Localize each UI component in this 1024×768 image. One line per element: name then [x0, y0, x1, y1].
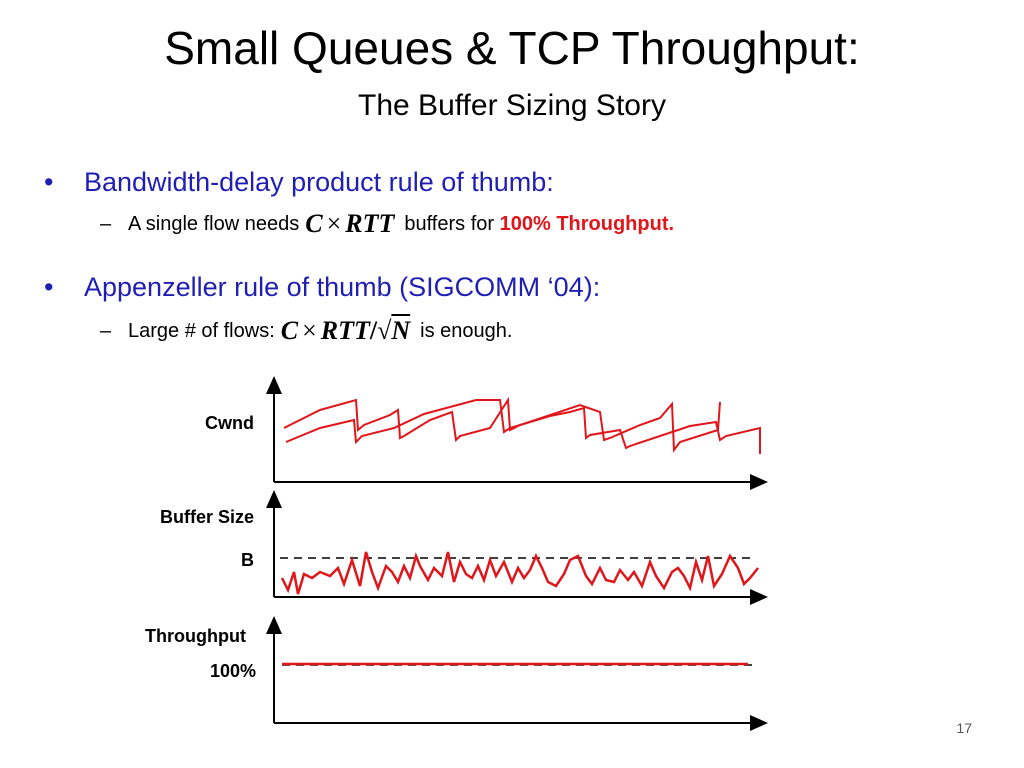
- single-flow-prefix: A single flow needs: [128, 213, 300, 235]
- cwnd-axes: [266, 376, 768, 490]
- buffer-axes: [266, 490, 768, 605]
- slide-subtitle: The Buffer Sizing Story: [358, 89, 666, 122]
- dash-icon: –: [100, 320, 112, 342]
- page-number: 17: [956, 720, 972, 736]
- cwnd-label: Cwnd: [205, 413, 254, 433]
- bdp-formula: C × RTT: [305, 209, 395, 238]
- bullet-dot-icon: •: [44, 167, 54, 197]
- buffer-size-label: Buffer Size: [159, 507, 254, 527]
- appenzeller-formula: C × RTT/√N: [280, 316, 411, 345]
- bullet-bdp-text: Bandwidth-delay product rule of thumb:: [84, 167, 554, 197]
- bullet-appenzeller-text: Appenzeller rule of thumb (SIGCOMM ‘04):: [84, 272, 601, 302]
- throughput-label: Throughput: [145, 626, 246, 646]
- sub-bullet-large-flows: – Large # of flows: C × RTT/√N is enough.: [100, 317, 512, 345]
- cwnd-flow-1: [283, 396, 721, 453]
- bullet-bdp: • Bandwidth-delay product rule of thumb:: [44, 166, 554, 198]
- buffer-occupancy-trace: [280, 551, 759, 595]
- dash-icon: –: [100, 213, 112, 235]
- cwnd-flow-2: [285, 399, 761, 454]
- bullet-dot-icon: •: [44, 272, 54, 302]
- slide-title: Small Queues & TCP Throughput:: [164, 22, 860, 74]
- throughput-axes: [266, 616, 768, 731]
- bullet-appenzeller: • Appenzeller rule of thumb (SIGCOMM ‘04)…: [44, 271, 600, 303]
- sub-bullet-single-flow: – A single flow needs C × RTT buffers for …: [100, 210, 674, 238]
- throughput-emphasis: 100% Throughput.: [499, 213, 675, 235]
- single-flow-middle: buffers for: [404, 213, 495, 235]
- buffer-b-label: B: [241, 550, 254, 570]
- large-flows-suffix: is enough.: [420, 320, 513, 342]
- large-flows-prefix: Large # of flows:: [128, 320, 275, 342]
- throughput-100-label: 100%: [209, 661, 256, 681]
